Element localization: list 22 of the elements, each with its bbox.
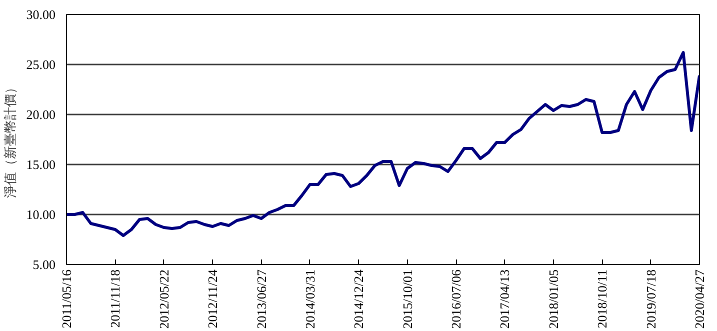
x-tick-label: 2018/01/05 [546,269,561,329]
x-tick-label: 2017/04/13 [497,269,512,329]
y-tick-label: 15.00 [26,157,56,172]
x-tick-label: 2020/04/27 [692,269,707,329]
line-series [66,51,700,237]
y-tick-label: 20.00 [26,107,56,122]
x-tick-label: 2013/06/27 [254,269,269,329]
y-tick-label: 5.00 [32,257,56,272]
x-tick-label: 2012/05/22 [156,269,172,329]
x-tick-label: 2018/10/11 [594,269,610,328]
x-tick-label: 2012/11/24 [205,269,220,328]
x-tick-label: 2011/11/18 [108,269,123,328]
x-tick-label: 2016/07/06 [448,269,464,329]
y-tick-label: 25.00 [26,57,56,72]
y-axis-title: 淨值（新臺幣計價） [3,81,18,198]
x-tick-label: 2011/05/16 [59,269,74,328]
x-tick-label: 2014/12/24 [351,269,366,329]
x-tick-label: 2019/07/18 [643,269,658,329]
x-tick-label: 2014/03/31 [302,269,318,329]
y-tick-label: 10.00 [26,207,56,222]
x-tick-label: 2015/10/01 [400,269,415,329]
y-tick-label: 30.00 [26,7,56,22]
